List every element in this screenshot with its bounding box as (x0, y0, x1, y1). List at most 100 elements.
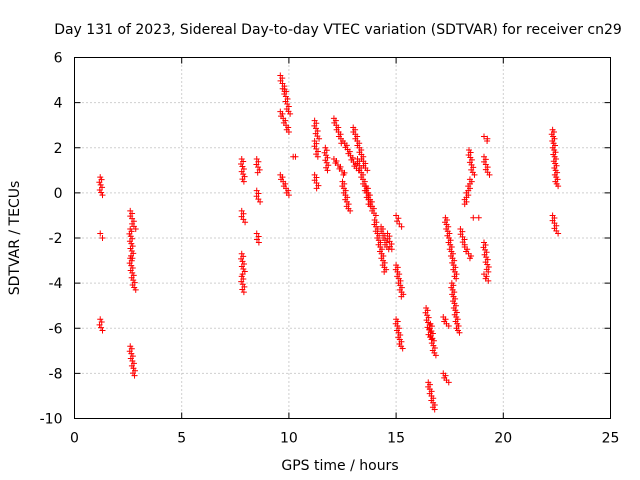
data-point (484, 137, 491, 144)
data-point (238, 161, 245, 168)
data-point (239, 163, 246, 170)
data-point (321, 149, 328, 156)
data-points (96, 72, 562, 413)
y-axis-label: SDTVAR / TECUs (7, 181, 23, 296)
data-point (255, 233, 262, 240)
data-point (292, 153, 299, 160)
data-point (399, 345, 406, 352)
data-point (96, 321, 103, 328)
data-point (432, 352, 439, 359)
data-point (240, 178, 247, 185)
data-point (340, 171, 347, 178)
data-point (471, 171, 478, 178)
data-point (99, 192, 106, 199)
data-point (253, 236, 260, 243)
y-tick-labels: -10 -8 -6 -4 -2 0 2 4 6 (40, 51, 63, 428)
data-point (96, 186, 103, 193)
data-point (98, 324, 105, 331)
data-point (131, 372, 138, 379)
x-tick-label: 20 (494, 431, 512, 447)
data-point (555, 183, 562, 190)
data-point (395, 215, 402, 222)
data-point (239, 281, 246, 288)
y-tick-label: -6 (49, 321, 63, 337)
data-point (97, 230, 104, 237)
data-point (486, 171, 493, 178)
data-point (445, 379, 452, 386)
data-point (98, 189, 105, 196)
x-tick-label: 25 (602, 431, 620, 447)
y-tick-label: -10 (40, 412, 63, 428)
y-tick-label: 6 (54, 51, 63, 67)
data-point (285, 128, 292, 135)
data-point (287, 110, 294, 117)
data-point (99, 235, 106, 241)
data-point (313, 185, 320, 192)
data-point (285, 192, 292, 199)
data-point (470, 214, 477, 221)
data-point (238, 263, 245, 270)
data-point (316, 135, 323, 142)
data-point (485, 277, 492, 284)
data-point (466, 176, 473, 183)
data-point (372, 212, 379, 219)
data-point (475, 214, 482, 221)
x-tick-label: 10 (280, 431, 298, 447)
data-point (323, 159, 330, 166)
data-point (398, 293, 405, 300)
data-point (238, 156, 245, 163)
data-point (96, 179, 103, 186)
data-point (97, 316, 104, 323)
data-point (324, 167, 331, 174)
x-tick-label: 5 (177, 431, 186, 447)
data-point (398, 223, 405, 230)
x-tick-label: 0 (70, 431, 79, 447)
data-point (240, 171, 247, 178)
data-point (238, 168, 245, 175)
y-tick-label: -2 (49, 231, 63, 247)
data-point (257, 198, 264, 205)
data-point (445, 322, 452, 329)
data-point (238, 250, 245, 257)
data-point (132, 225, 139, 232)
plot-frame (74, 57, 611, 419)
x-tick-labels: 0 5 10 15 20 25 (70, 431, 619, 447)
chart-title: Day 131 of 2023, Sidereal Day-to-day VTE… (54, 22, 622, 38)
y-tick-label: -8 (49, 366, 63, 382)
data-point (481, 133, 488, 140)
data-point (364, 167, 371, 174)
data-point (97, 174, 104, 181)
x-tick-label: 15 (387, 431, 405, 447)
data-point (314, 153, 321, 160)
data-point (381, 268, 388, 275)
data-point (97, 181, 104, 188)
data-point (323, 164, 330, 171)
data-point (322, 144, 329, 151)
y-tick-label: 0 (54, 186, 63, 202)
data-point (238, 255, 245, 262)
data-point (323, 152, 330, 159)
data-point (240, 266, 247, 273)
data-point (388, 246, 395, 253)
data-point (132, 286, 139, 293)
data-point (242, 219, 249, 226)
data-point (555, 230, 562, 237)
grid-lines (74, 57, 611, 419)
x-axis-label: GPS time / hours (281, 458, 398, 474)
data-point (240, 289, 247, 296)
data-point (466, 255, 473, 262)
data-point (255, 239, 262, 246)
data-point (453, 275, 460, 282)
data-point (322, 157, 329, 164)
data-point (239, 258, 246, 265)
y-tick-label: 2 (54, 141, 63, 157)
data-point (239, 176, 246, 183)
data-point (347, 207, 354, 214)
data-point (253, 230, 260, 237)
data-point (254, 169, 261, 176)
y-tick-label: -4 (49, 276, 63, 292)
data-point (99, 327, 106, 334)
y-tick-label: 4 (54, 96, 63, 112)
data-point (431, 406, 438, 413)
